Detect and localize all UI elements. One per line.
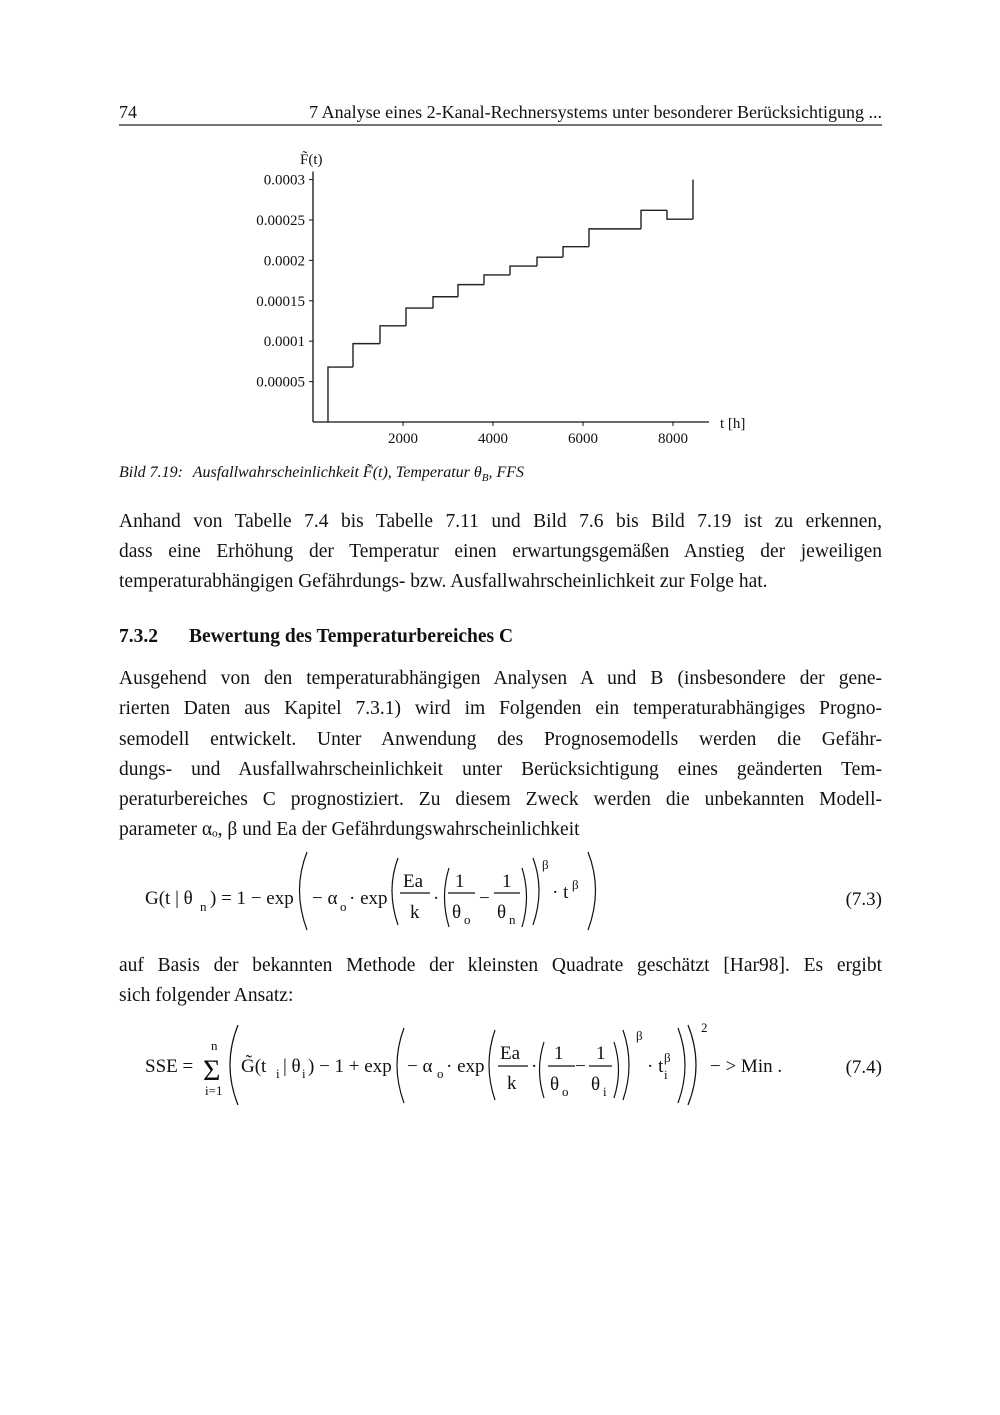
equation-token: 1 [502,871,512,892]
equation-token: 1 [596,1043,606,1064]
equation-token: − α [312,888,337,909]
equation-token: β [664,1050,671,1065]
y-tick-label: 0.0003 [264,173,305,189]
section-heading: 7.3.2 Bewertung des Temperaturbereiches C [119,626,513,648]
equation-token: − [479,888,490,909]
step [483,274,511,285]
caption-subscript: B [482,472,489,484]
equation-token: · t [552,882,569,903]
equation-token: θ [591,1074,600,1095]
equation-token: · [433,888,439,909]
equation-token: Ea [500,1043,521,1064]
equation-token: ) = 1 − exp [210,888,294,909]
equation-token: θ [550,1074,559,1095]
text-line: temperaturabhängigen Gefährdungs- bzw. A… [119,571,768,592]
step [640,209,668,229]
y-tick-label: 0.0001 [264,334,305,350]
equation-token: i [664,1067,668,1082]
text-line: dass eine Erhöhung der Temperatur einen … [119,541,882,562]
equation-token: · [531,1056,537,1077]
section-number: 7.3.2 [119,626,158,647]
equation-token: o [437,1066,444,1081]
equation-token: − [575,1056,586,1077]
step [379,325,407,344]
step [457,283,484,297]
equation-token: β [572,877,579,892]
equation-token: n [211,1038,218,1053]
step [536,256,564,267]
equation-token: β [542,857,549,872]
section-title: Bewertung des Temperaturbereiches C [189,626,514,647]
x-tick-label: 2000 [388,431,418,447]
equation-token: Ea [403,871,424,892]
equation-token: θ [497,902,506,923]
step [666,210,693,220]
equation-token: β [636,1028,643,1043]
text-line: parameter αₒ, β und Ea der Gefährdungswa… [119,819,580,840]
equation-number: (7.4) [846,1057,882,1078]
text-line: peraturbereiches C prognostiziert. Zu di… [119,789,882,810]
text-line: Ausgehend von den temperaturabhängigen A… [119,668,882,689]
equation-token: − > Min . [710,1056,782,1077]
caption-label: Bild 7.19: [119,464,183,481]
text-line: sich folgender Ansatz: [119,985,294,1006]
step [509,265,538,275]
equation-token: 1 [455,871,465,892]
y-tick-label: 0.00005 [256,375,305,391]
text-line: semodell entwickelt. Unter Anwendung des… [119,729,882,750]
equation-token: 1 [554,1043,564,1064]
text-line: dungs- und Ausfallwahrscheinlichkeit unt… [119,759,882,780]
page-number: 74 [119,102,137,122]
equation-token: i [603,1084,607,1099]
equation-token: i=1 [205,1083,222,1098]
equation-token: k [410,902,420,923]
x-tick-label: 6000 [568,431,598,447]
y-tick-label: 0.0002 [264,253,305,269]
equation-brackets [229,851,697,1106]
equation-token: i [276,1066,280,1081]
step [588,228,642,247]
step [405,307,434,326]
equation-token: G(t | θ [145,888,193,909]
caption-tail: , FFS [488,464,524,481]
running-header: 7 Analyse eines 2-Kanal-Rechnersystems u… [309,102,882,122]
equation-token: G̃(t [241,1054,267,1077]
equation-token: o [340,899,347,914]
caption-text: Ausfallwahrscheinlichkeit F̃(t), Tempera… [192,463,482,481]
y-tick-label: 0.00025 [256,213,305,229]
x-axis-label: t [h] [720,416,745,432]
x-tick-label: 8000 [658,431,688,447]
equation-token: 2 [701,1020,708,1035]
equation-token: i [302,1066,306,1081]
equation-token: o [464,912,471,927]
y-tick-label: 0.00015 [256,294,305,310]
equation-token: n [509,912,516,927]
equation-token: · t [647,1056,664,1077]
step [327,366,354,422]
equation-token: SSE = [145,1056,193,1077]
equation-token: θ [452,902,461,923]
equation-token: ) − 1 + exp [308,1056,392,1077]
equation-token: k [507,1073,517,1094]
step [562,245,589,258]
equation-token: · exp [446,1056,485,1077]
equation-token: | θ [283,1056,301,1077]
equation-token: − α [407,1056,432,1077]
text-line: auf Basis der bekannten Methode der klei… [119,955,882,976]
text-line: Anhand von Tabelle 7.4 bis Tabelle 7.11 … [119,511,882,532]
step [432,296,458,309]
equation-token: Σ [203,1054,220,1087]
step [352,342,381,368]
equation-token: · exp [349,888,388,909]
equation-number: (7.3) [846,889,882,910]
equation-token: n [200,899,207,914]
equation-token: o [562,1084,569,1099]
figure-caption: Bild 7.19: Ausfallwahrscheinlichkeit F̃(… [119,463,524,484]
y-axis-label: F̃(t) [300,151,323,168]
x-tick-label: 4000 [478,431,508,447]
text-line: rierten Daten aus Kapitel 7.3.1) wird im… [119,698,882,719]
